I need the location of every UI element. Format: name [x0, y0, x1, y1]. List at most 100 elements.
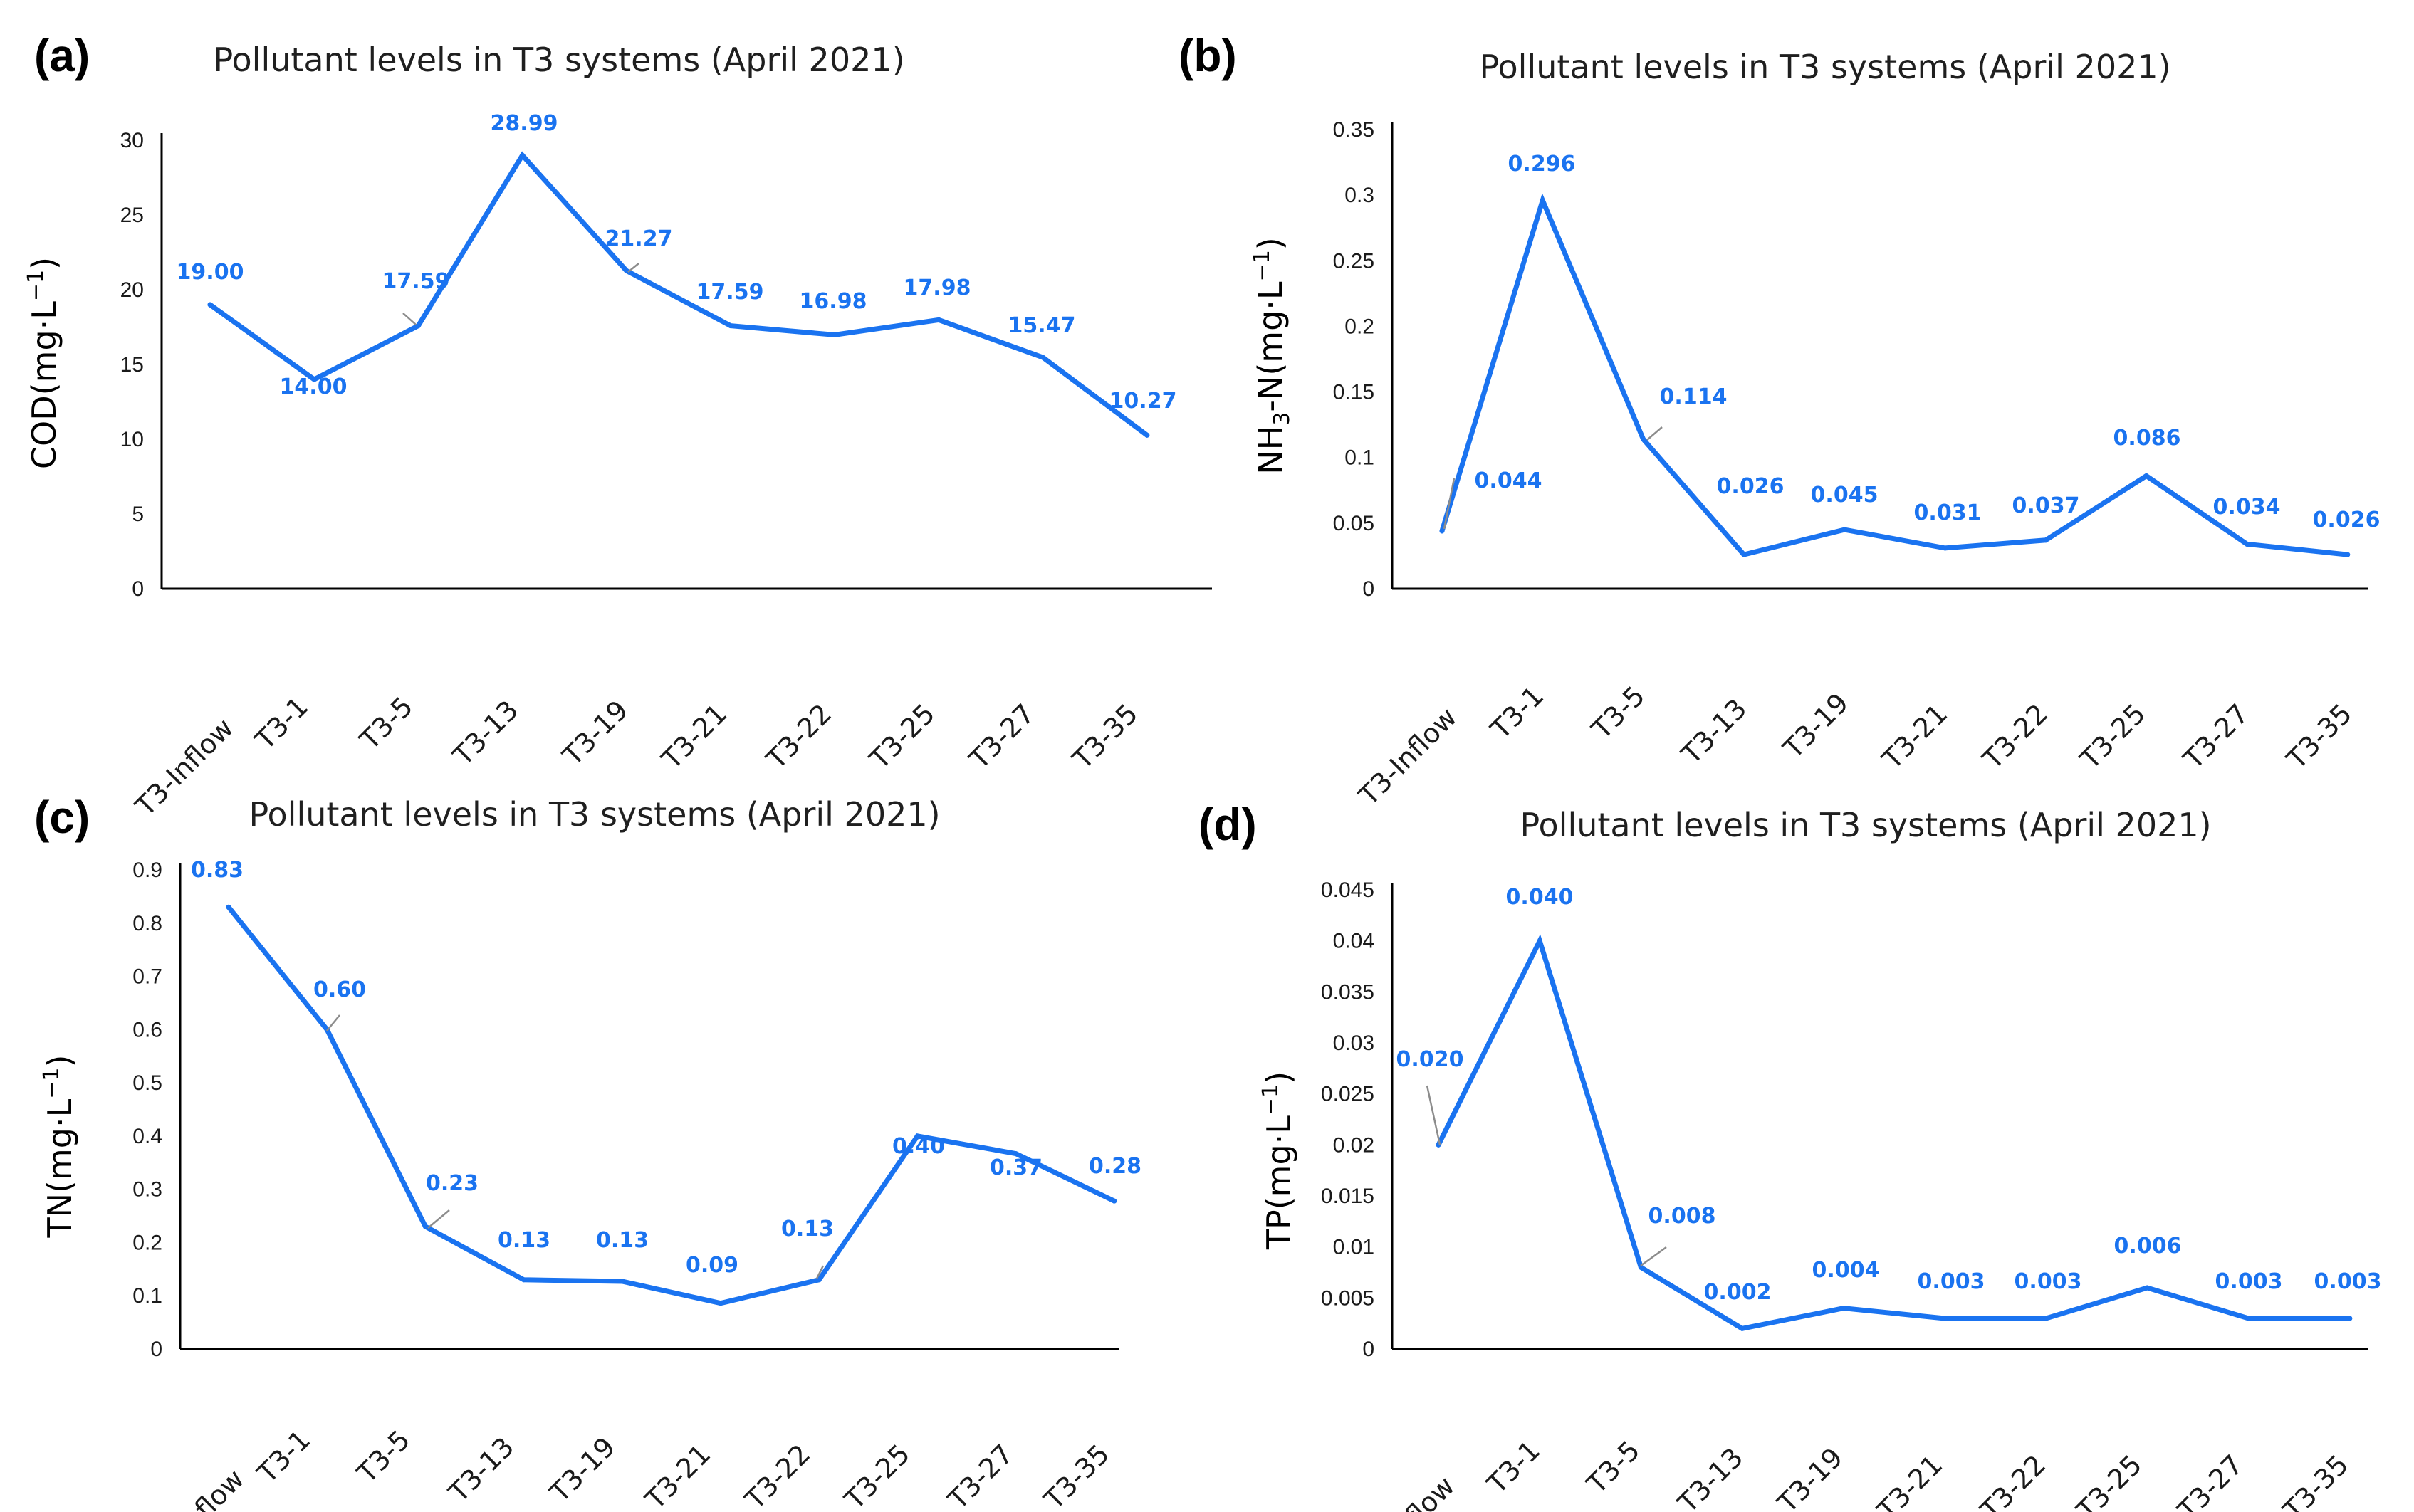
panel-a-title: Pollutant levels in T3 systems (April 20…: [213, 41, 904, 79]
chart-panel-c: (c) Pollutant levels in T3 systems (April…: [34, 792, 1141, 1512]
panel-b-data-point-6: [1943, 545, 1948, 551]
panel-c-x-tick-label: T3-1: [251, 1424, 316, 1489]
panel-a-x-tick-label: T3-13: [446, 694, 524, 772]
panel-c-data-label-4: 0.13: [498, 1228, 550, 1253]
panel-c-y-tick-label: 0.8: [132, 912, 162, 935]
panel-c-data-point-5: [620, 1279, 625, 1284]
panel-d-leader-line: [1640, 1246, 1667, 1267]
panel-a-y-axis-label: COD(mg·L−1): [23, 257, 63, 469]
panel-a-data-point-7: [832, 332, 837, 337]
panel-b-data-label-2: 0.296: [1508, 152, 1576, 177]
panel-d-x-tick-label: T3-Inflow: [1350, 1470, 1461, 1512]
panel-c-title: Pollutant levels in T3 systems (April 20…: [249, 795, 940, 834]
panel-b-y-tick-label: 0.15: [1333, 381, 1374, 404]
panel-b-data-label-7: 0.037: [2012, 493, 2080, 518]
panel-a-series-line: [207, 151, 1150, 438]
panel-d-letter: (d): [1198, 799, 1257, 850]
panel-d-data-label-1: 0.020: [1396, 1047, 1464, 1072]
panel-c-x-tick-label: T3-27: [941, 1438, 1019, 1512]
panel-a-data-label-1: 19.00: [177, 260, 244, 285]
panel-b-data-label-4: 0.026: [1717, 474, 1785, 499]
panel-d-x-tick-label: T3-1: [1480, 1434, 1546, 1500]
panel-d-leader-line: [1426, 1085, 1441, 1145]
panel-b-y-axis-label: NH3-N(mg·L−1): [1250, 237, 1295, 475]
panel-c-y-tick-label: 0.9: [132, 859, 162, 882]
panel-c-x-tick-label: T3-19: [543, 1431, 621, 1508]
panel-b-y-tick-label: 0.25: [1333, 249, 1374, 273]
panel-c-data-label-2: 0.60: [313, 977, 366, 1002]
panel-c-data-point-3: [422, 1224, 428, 1229]
panel-b-data-point-9: [2244, 541, 2250, 547]
chart-panel-d: (d) Pollutant levels in T3 systems (April…: [1198, 799, 2381, 1512]
panel-a-data-point-3: [415, 323, 421, 329]
panel-c-y-axis-label: TN(mg·L−1): [39, 1055, 79, 1239]
panel-c-x-tick-label: T3-13: [442, 1431, 520, 1508]
panel-d-data-point-9: [2246, 1316, 2252, 1321]
panel-c-series-line: [226, 904, 1117, 1306]
panel-c-y-tick-label: 0.5: [132, 1071, 162, 1095]
panel-d-y-tick-label: 0.035: [1321, 980, 1374, 1004]
panel-d-data-label-3: 0.008: [1648, 1204, 1716, 1229]
panel-b-x-tick-label: T3-21: [1876, 698, 1953, 775]
panel-a-y-tick-label: 5: [132, 503, 144, 526]
panel-d-series-line: [1436, 934, 2353, 1331]
panel-b-x-tick-label: T3-25: [2074, 698, 2151, 775]
panel-a-leader-line: [402, 313, 417, 325]
panel-b-y-tick-label: 0: [1362, 577, 1374, 601]
panel-a-data-label-7: 16.98: [800, 289, 867, 314]
panel-c-data-point-6: [718, 1301, 723, 1306]
panel-b-data-point-8: [2143, 473, 2149, 479]
chart-panel-b: (b) Pollutant levels in T3 systems (April…: [1179, 30, 2380, 812]
panel-a-y-tick-label: 25: [120, 204, 144, 227]
panel-a-data-point-5: [624, 268, 629, 273]
panel-c-y-tick-label: 0.7: [132, 965, 162, 989]
panel-d-x-tick-label: T3-22: [1974, 1449, 2052, 1512]
panel-b-letter: (b): [1179, 30, 1237, 81]
panel-a-data-point-9: [1040, 355, 1046, 360]
panel-d-data-label-2: 0.040: [1506, 885, 1574, 910]
panel-c-data-label-6: 0.09: [686, 1253, 738, 1278]
panel-a-data-point-6: [728, 323, 733, 329]
panel-d-data-point-2: [1537, 938, 1542, 944]
panel-d-y-tick-label: 0: [1362, 1338, 1374, 1361]
panel-d-y-tick-label: 0.045: [1321, 878, 1374, 902]
panel-c-data-point-7: [816, 1277, 822, 1283]
panel-c-letter: (c): [34, 792, 90, 843]
panel-a-data-label-3: 17.59: [382, 269, 450, 294]
panel-d-y-tick-label: 0.015: [1321, 1185, 1374, 1208]
panel-c-x-tick-label: T3-5: [350, 1424, 416, 1489]
panel-c-x-tick-label: T3-Inflow: [140, 1463, 250, 1512]
panel-b-data-point-1: [1439, 528, 1445, 534]
panel-d-data-point-4: [1740, 1325, 1745, 1331]
panel-c-data-label-3: 0.23: [426, 1171, 479, 1196]
panel-d-data-label-6: 0.003: [1918, 1269, 1985, 1294]
panel-d-x-tick-label: T3-35: [2277, 1449, 2354, 1512]
panel-d-data-label-4: 0.002: [1704, 1280, 1772, 1305]
panel-c-x-tick-label: T3-22: [738, 1438, 816, 1512]
panel-d-x-tick-label: T3-21: [1871, 1449, 1948, 1512]
panel-b-y-tick-label: 0.3: [1344, 184, 1374, 207]
panel-d-y-tick-label: 0.01: [1333, 1236, 1374, 1259]
panel-b-y-tick-label: 0.2: [1344, 315, 1374, 338]
panel-d-data-point-7: [2043, 1316, 2049, 1321]
chart-panel-a: (a) Pollutant levels in T3 systems (April…: [23, 30, 1212, 823]
panel-a-data-label-8: 17.98: [904, 275, 971, 300]
panel-a-data-point-8: [936, 317, 941, 322]
panel-c-data-point-4: [521, 1277, 527, 1283]
panel-c-data-label-8: 0.40: [892, 1134, 945, 1159]
panel-b-leader-line: [1443, 478, 1456, 530]
panel-b-data-label-5: 0.045: [1811, 483, 1879, 508]
panel-a-data-point-1: [207, 302, 213, 308]
panel-a-data-label-2: 14.00: [280, 374, 348, 399]
panel-a-y-tick-label: 15: [120, 353, 144, 377]
panel-d-y-tick-label: 0.04: [1333, 930, 1374, 953]
panel-c-data-point-9: [1013, 1151, 1019, 1157]
panel-b-data-label-6: 0.031: [1914, 500, 1982, 525]
panel-a-letter: (a): [34, 30, 90, 81]
panel-c-x-tick-label: T3-21: [639, 1438, 716, 1512]
panel-c-data-label-10: 0.28: [1089, 1154, 1141, 1179]
panel-a-y-tick-label: 10: [120, 428, 144, 451]
panel-b-series-line: [1439, 193, 2351, 558]
panel-b-x-tick-label: T3-5: [1585, 680, 1651, 745]
